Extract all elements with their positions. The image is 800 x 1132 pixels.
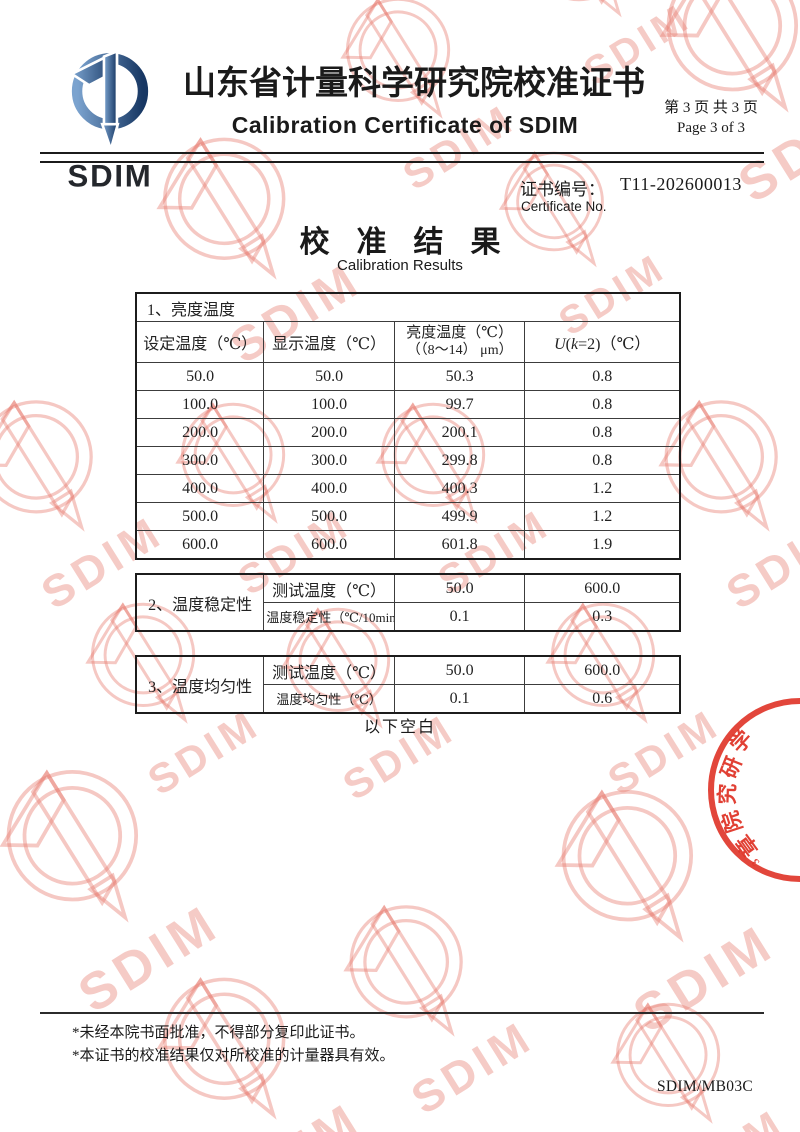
table-cell: 600.0 (263, 530, 395, 560)
document-code: SDIM/MB03C (657, 1078, 754, 1095)
table-cell: 299.8 (393, 446, 526, 475)
table-cell: 100.0 (135, 390, 265, 419)
table-row: 500.0 500.0 499.9 1.2 (135, 502, 681, 531)
table-cell: 0.3 (524, 602, 681, 632)
table-cell: 1.2 (524, 502, 681, 531)
table-cell: 50.3 (393, 362, 526, 391)
table3-row1-label: 测试温度（℃） (263, 655, 395, 685)
table-cell: 0.1 (393, 684, 526, 714)
table-cell: 200.1 (393, 418, 526, 447)
table1-col4-header: U(k=2)（℃） (524, 321, 681, 363)
table-cell: 99.7 (393, 390, 526, 419)
table-cell: 500.0 (263, 502, 395, 531)
page-title-en: Calibration Certificate of SDIM (231, 112, 579, 138)
footnote: *未经本院书面批准，不得部分复印此证书。 (72, 1025, 365, 1041)
table-cell: 500.0 (135, 502, 265, 531)
table-cell: 400.0 (135, 474, 265, 503)
brightness-temperature-table: 1、亮度温度 设定温度（℃） 显示温度（℃） 亮度温度（℃） （（8～14） μ… (135, 292, 681, 560)
table-cell: 0.1 (393, 602, 526, 632)
table3-caption: 3、温度均匀性 (135, 655, 265, 714)
temperature-uniformity-table: 3、温度均匀性 测试温度（℃） 50.0 600.0 温度均匀性（℃） 0.1 … (135, 655, 681, 714)
table-cell: 600.0 (524, 573, 681, 603)
table-row: 100.0 100.0 99.7 0.8 (135, 390, 681, 419)
table-cell: 0.8 (524, 390, 681, 419)
table-row: 50.0 50.0 50.3 0.8 (135, 362, 681, 391)
table-cell: 600.0 (135, 530, 265, 560)
table-cell: 601.8 (393, 530, 526, 560)
table-cell: 499.9 (393, 502, 526, 531)
sdim-logo-icon: SDIM (68, 49, 153, 194)
table-cell: 50.0 (263, 362, 395, 391)
table1-caption: 1、亮度温度 (135, 292, 681, 322)
table-row: 600.0 600.0 601.8 1.9 (135, 530, 681, 560)
header-titles: 山东省计量科学研究院校准证书 Calibration Certificate o… (183, 56, 645, 139)
page-info-zh: 第 3 页 共 3 页 (664, 100, 758, 116)
table-cell: 600.0 (524, 655, 681, 685)
table-cell: 0.8 (524, 362, 681, 391)
results-heading-zh: 校准结果 (299, 226, 528, 259)
certificate-no-label-en: Certificate No. (521, 199, 607, 214)
table3-row2-label: 温度均匀性（℃） (263, 684, 395, 714)
table-row: 200.0 200.0 200.1 0.8 (135, 418, 681, 447)
table-cell: 1.9 (524, 530, 681, 560)
table-cell: 100.0 (263, 390, 395, 419)
table-cell: 0.8 (524, 418, 681, 447)
page-info: 第 3 页 共 3 页 Page 3 of 3 (636, 98, 786, 138)
certificate-no-label-zh: 证书编号： (520, 180, 605, 199)
header-divider (40, 152, 764, 163)
page-title-zh: 山东省计量科学研究院校准证书 (183, 66, 645, 102)
footer-divider (40, 1012, 764, 1014)
table-cell: 50.0 (393, 655, 526, 685)
logo-wordmark: SDIM (68, 159, 153, 192)
table-cell: 0.6 (524, 684, 681, 714)
table-row: 400.0 400.0 400.3 1.2 (135, 474, 681, 503)
table-cell: 400.0 (263, 474, 395, 503)
table-cell: 200.0 (135, 418, 265, 447)
table-cell: 300.0 (135, 446, 265, 475)
table-cell: 0.8 (524, 446, 681, 475)
table1-col2-header: 显示温度（℃） (263, 321, 395, 363)
temperature-stability-table: 2、温度稳定性 测试温度（℃） 50.0 600.0 温度稳定性（℃/10min… (135, 573, 681, 632)
footnote: *本证书的校准结果仅对所校准的计量器具有效。 (72, 1048, 395, 1064)
results-heading-en: Calibration Results (337, 257, 463, 274)
certificate-no-value: T11-202600013 (620, 174, 742, 194)
page-info-en: Page 3 of 3 (677, 120, 745, 136)
table-cell: 50.0 (135, 362, 265, 391)
seal-character: 究 (715, 783, 740, 805)
table1-col1-header: 设定温度（℃） (135, 321, 265, 363)
table-cell: 200.0 (263, 418, 395, 447)
table-cell: 300.0 (263, 446, 395, 475)
table1-col3-header: 亮度温度（℃） （（8～14） μm） (393, 321, 526, 363)
table2-row1-label: 测试温度（℃） (263, 573, 395, 603)
table-cell: 1.2 (524, 474, 681, 503)
table-row: 300.0 300.0 299.8 0.8 (135, 446, 681, 475)
table2-row2-label: 温度稳定性（℃/10min） (263, 602, 395, 632)
sdim-logo: SDIM (54, 46, 166, 197)
table-cell: 50.0 (393, 573, 526, 603)
footnotes: *未经本院书面批准，不得部分复印此证书。 *本证书的校准结果仅对所校准的计量器具… (72, 1022, 395, 1068)
blank-below-note: 以下空白 (363, 719, 436, 736)
table2-caption: 2、温度稳定性 (135, 573, 265, 632)
table-cell: 400.3 (393, 474, 526, 503)
